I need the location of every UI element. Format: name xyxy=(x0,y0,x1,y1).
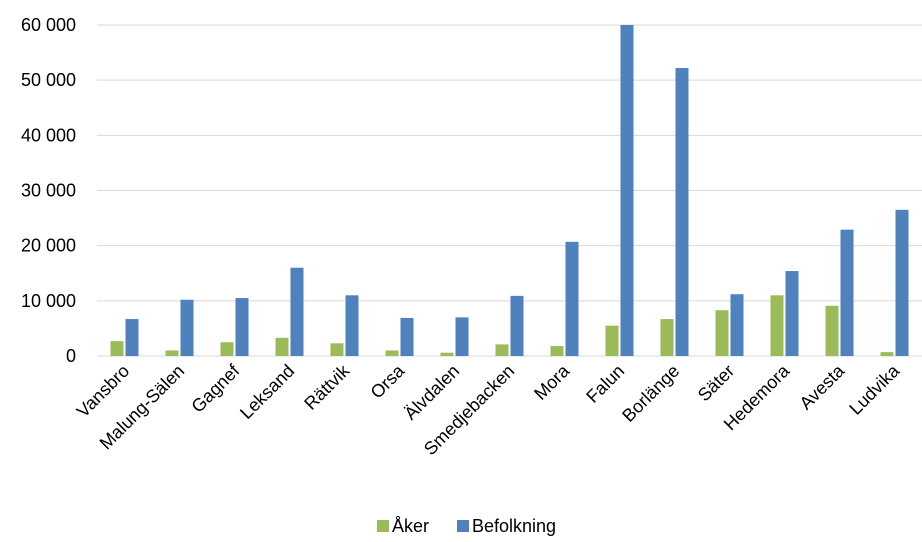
x-tick-label: Säter xyxy=(694,361,739,406)
gridlines xyxy=(97,24,922,357)
bar-befolkning xyxy=(895,209,909,356)
y-tick-label: 10 000 xyxy=(21,291,76,311)
legend-label-befolkning: Befolkning xyxy=(472,516,556,536)
bar-aker xyxy=(220,342,234,356)
bar-befolkning xyxy=(125,319,139,356)
y-tick-label: 40 000 xyxy=(21,125,76,145)
x-tick-label: Borlänge xyxy=(618,361,683,426)
bar-befolkning xyxy=(400,317,414,356)
bar-befolkning xyxy=(455,317,469,356)
legend-swatch-aker xyxy=(377,520,389,532)
y-tick-label: 0 xyxy=(66,346,76,366)
bar-aker xyxy=(110,341,124,356)
bar-befolkning xyxy=(290,267,304,356)
bar-befolkning xyxy=(180,299,194,356)
bar-aker xyxy=(385,350,399,356)
bar-aker xyxy=(495,344,509,356)
x-tick-label: Leksand xyxy=(236,361,298,423)
legend-label-aker: Åker xyxy=(392,516,429,536)
bar-aker xyxy=(825,305,839,356)
bar-aker xyxy=(165,350,179,356)
bar-befolkning xyxy=(785,271,799,356)
x-tick-label: Mora xyxy=(530,360,574,404)
bar-aker xyxy=(550,346,564,356)
x-tick-label: Orsa xyxy=(367,360,409,402)
bar-aker xyxy=(275,337,289,356)
y-tick-label: 50 000 xyxy=(21,70,76,90)
bar-befolkning xyxy=(675,68,689,356)
bar-befolkning xyxy=(620,25,634,356)
bar-aker xyxy=(660,319,674,356)
bar-befolkning xyxy=(510,295,524,356)
bar-befolkning xyxy=(840,229,854,356)
bar-aker xyxy=(770,295,784,356)
legend: Åker Befolkning xyxy=(377,516,556,536)
x-tick-label: Avesta xyxy=(796,360,850,414)
legend-swatch-befolkning xyxy=(457,520,469,532)
bars xyxy=(110,25,909,356)
bar-aker xyxy=(440,352,454,356)
bar-aker xyxy=(715,310,729,356)
bar-aker xyxy=(880,352,894,356)
bar-befolkning xyxy=(730,294,744,356)
y-tick-label: 30 000 xyxy=(21,181,76,201)
bar-befolkning xyxy=(235,298,249,356)
bar-aker xyxy=(330,343,344,356)
bar-befolkning xyxy=(345,295,359,356)
y-tick-label: 20 000 xyxy=(21,236,76,256)
x-tick-label: Rättvik xyxy=(300,360,354,414)
y-axis-tick-labels: 0 10 000 20 000 30 000 40 000 50 000 60 000 xyxy=(21,15,76,366)
x-tick-label: Ludvika xyxy=(845,360,904,419)
bar-befolkning xyxy=(565,241,579,356)
x-tick-label: Falun xyxy=(582,361,628,407)
bar-aker xyxy=(605,325,619,356)
y-tick-label: 60 000 xyxy=(21,15,76,35)
